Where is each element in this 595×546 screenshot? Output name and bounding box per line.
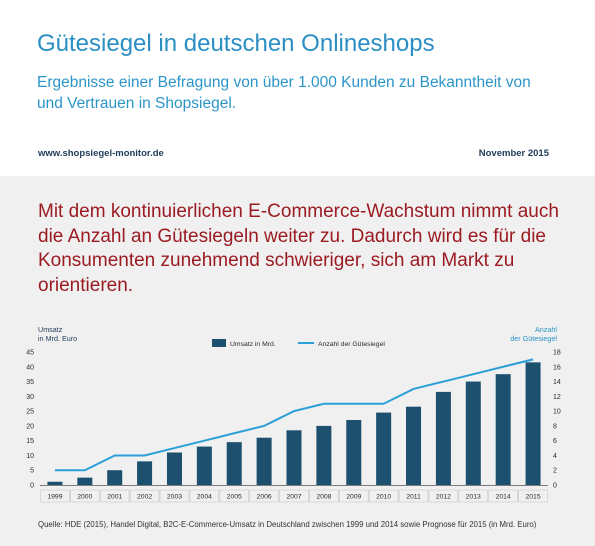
x-tick-label: 2003 (167, 494, 182, 501)
x-tick-label: 2002 (137, 494, 152, 501)
left-tick-label: 35 (26, 379, 34, 386)
chart-bar (525, 362, 541, 485)
right-tick-label: 4 (553, 453, 557, 460)
chart-bar (196, 446, 212, 485)
right-tick-label: 6 (553, 438, 557, 445)
right-axis-title: Anzahl (535, 325, 557, 334)
chart-bar (77, 477, 93, 485)
x-tick-label: 2010 (376, 494, 391, 501)
chart-bar (166, 452, 182, 485)
right-tick-label: 0 (553, 483, 557, 490)
x-tick-box (99, 489, 130, 503)
chart-bar (137, 461, 153, 485)
left-axis-title: in Mrd. Euro (38, 334, 77, 343)
chart-bar (256, 437, 272, 485)
x-tick-label: 2007 (286, 494, 301, 501)
right-axis-title: der Gütesiegel (510, 334, 557, 343)
x-tick-label: 2014 (496, 494, 511, 501)
x-tick-box (70, 489, 100, 503)
header: Gütesiegel in deutschen Onlineshops Erge… (0, 0, 595, 176)
left-tick-label: 45 (26, 350, 34, 357)
x-tick-label: 1999 (47, 494, 62, 501)
left-tick-label: 30 (26, 394, 34, 401)
x-tick-label: 2011 (406, 494, 421, 501)
chart-bar (107, 470, 123, 485)
left-tick-label: 15 (26, 438, 34, 445)
right-tick-label: 12 (553, 394, 561, 401)
legend-label-guetesiegel: Anzahl der Gütesiegel (318, 341, 385, 348)
x-tick-box (40, 489, 70, 503)
chart-bar (346, 419, 362, 485)
right-tick-label: 10 (553, 409, 561, 416)
right-tick-label: 2 (553, 468, 557, 475)
right-tick-label: 16 (553, 364, 561, 371)
x-tick-box (129, 489, 160, 503)
x-tick-label: 2004 (197, 494, 212, 501)
publication-date: November 2015 (478, 148, 549, 159)
x-tick-box (428, 489, 459, 503)
chart-bar (316, 425, 332, 485)
legend-label-umsatz: Umsatz in Mrd. (230, 341, 276, 348)
x-tick-box (309, 489, 339, 503)
x-tick-label: 2015 (525, 494, 540, 501)
page-subtitle: Ergebnisse einer Befragung von über 1.00… (37, 74, 531, 112)
x-tick-box (189, 489, 220, 503)
x-tick-box (279, 489, 309, 503)
website-link[interactable]: www.shopsiegel-monitor.de (38, 148, 164, 159)
x-tick-label: 2001 (107, 494, 122, 501)
chart-bar (406, 406, 422, 485)
chart-bar (495, 374, 511, 485)
left-tick-label: 0 (30, 483, 34, 490)
right-tick-label: 8 (553, 423, 557, 430)
x-tick-label: 2005 (227, 494, 242, 501)
left-axis-title: Umsatz (38, 325, 63, 334)
x-tick-label: 2006 (257, 494, 272, 501)
x-tick-label: 2000 (77, 494, 92, 501)
left-tick-label: 10 (26, 453, 34, 460)
x-tick-box (249, 489, 279, 503)
left-tick-label: 5 (30, 468, 34, 475)
x-tick-label: 2009 (346, 494, 361, 501)
chart-bar (47, 481, 63, 485)
left-tick-label: 20 (26, 423, 34, 430)
x-tick-box (398, 489, 429, 503)
x-tick-box (368, 489, 399, 503)
chart-bar (286, 430, 302, 485)
x-tick-box (458, 489, 489, 503)
headline: Mit dem kontinuierlichen E-Commerce-Wach… (38, 201, 559, 296)
chart-bar (226, 442, 242, 485)
x-tick-box (219, 489, 250, 503)
chart-bar (435, 391, 451, 485)
right-tick-label: 14 (553, 379, 561, 386)
chart-bar (465, 381, 481, 485)
left-tick-label: 25 (26, 409, 34, 416)
x-tick-box (159, 489, 190, 503)
x-tick-label: 2008 (316, 494, 331, 501)
x-tick-box (488, 489, 518, 503)
x-tick-label: 2012 (436, 494, 451, 501)
source-note: Quelle: HDE (2015), Handel Digital, B2C-… (38, 520, 537, 529)
series-line-guetesiegel (54, 358, 534, 472)
legend-swatch-umsatz (212, 339, 226, 347)
page-title: Gütesiegel in deutschen Onlineshops (37, 30, 435, 57)
x-tick-label: 2013 (466, 494, 481, 501)
chart-bar (376, 412, 392, 485)
right-tick-label: 18 (553, 350, 561, 357)
x-tick-box (518, 489, 548, 503)
left-tick-label: 40 (26, 364, 34, 371)
x-tick-box (338, 489, 369, 503)
